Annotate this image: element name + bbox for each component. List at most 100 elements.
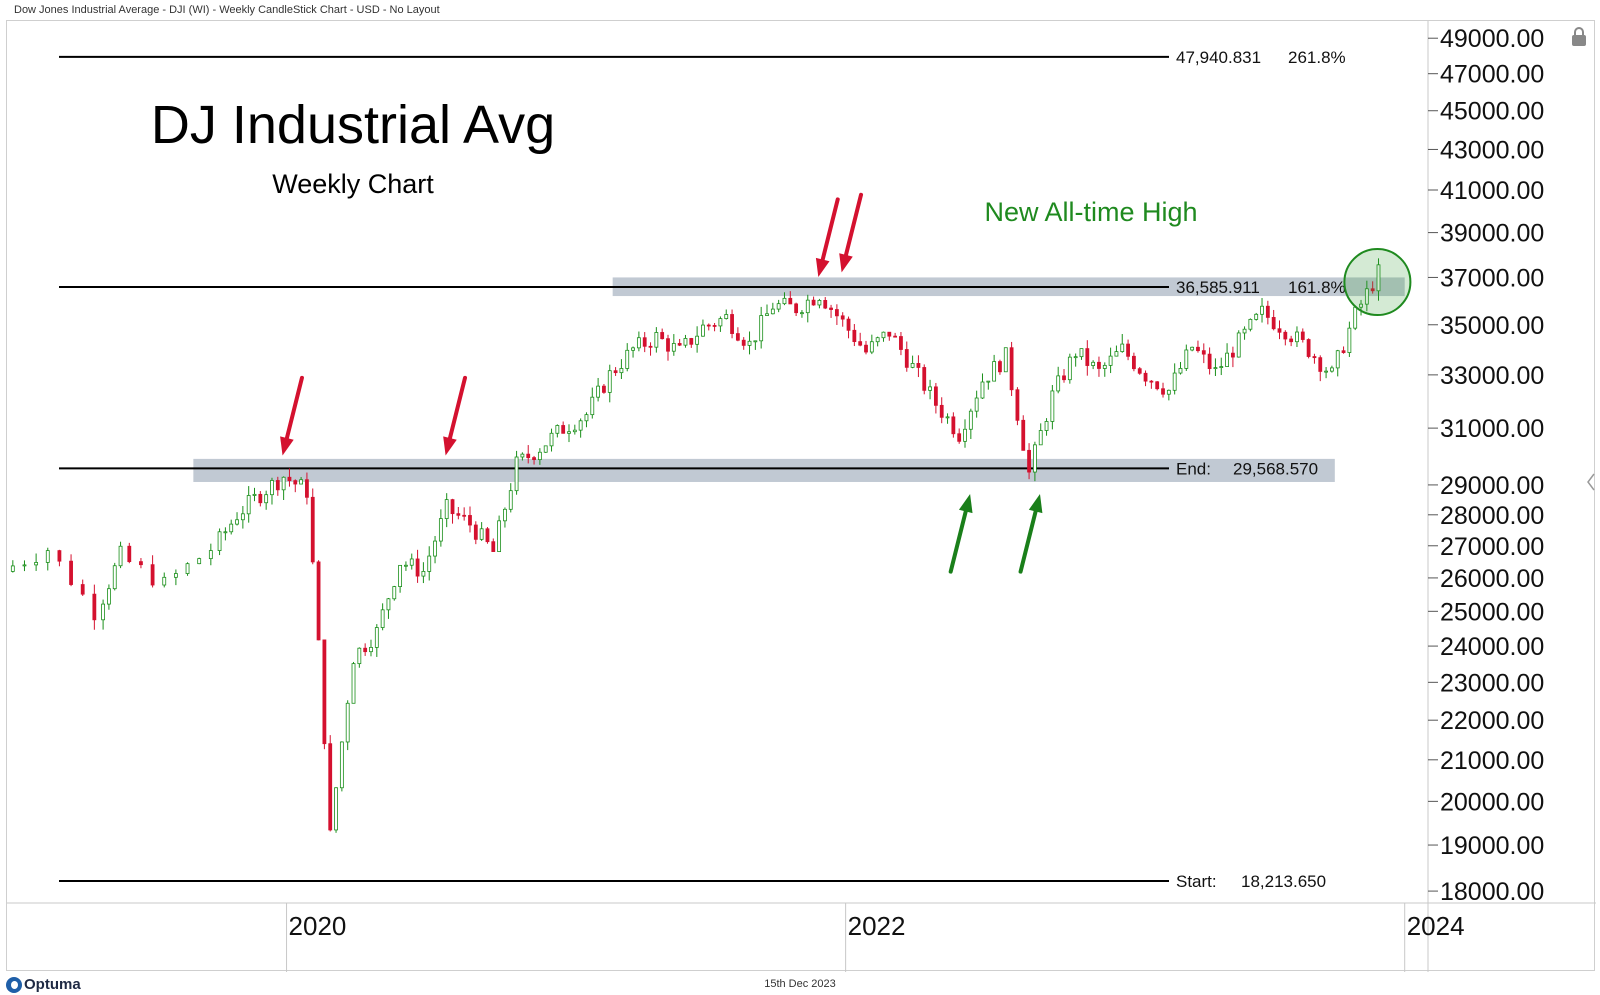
candle — [398, 564, 403, 593]
candle — [514, 450, 519, 495]
candle — [433, 535, 437, 564]
candle-body — [456, 513, 461, 516]
candle — [287, 468, 292, 487]
green-arrow-1-head — [1028, 493, 1043, 514]
candle-body — [963, 428, 967, 442]
candle-body — [328, 743, 333, 831]
candle-body — [1213, 367, 1218, 370]
candle-body — [607, 370, 612, 393]
level-label-start: Start: — [1176, 872, 1217, 891]
candle-body — [1155, 381, 1160, 390]
y-tick-label: 43000.00 — [1440, 136, 1544, 164]
candle — [1376, 258, 1381, 301]
candle-body — [770, 308, 775, 315]
candle-body — [945, 416, 950, 419]
y-tick-label: 21000.00 — [1440, 747, 1544, 775]
candle — [869, 334, 874, 355]
candle-body — [759, 315, 764, 342]
candle — [619, 359, 624, 380]
candle-body — [823, 300, 828, 309]
candlestick-chart[interactable]: 47,940.831 261.8% 36,585.911 161.8% End: 29,5… — [7, 21, 1596, 972]
candle — [1015, 387, 1020, 426]
candle — [1003, 347, 1008, 373]
candle-body — [922, 367, 927, 391]
candle-body — [794, 303, 799, 314]
candle — [1161, 382, 1165, 398]
candle — [875, 336, 880, 347]
candle — [1073, 353, 1078, 367]
y-tick-label: 41000.00 — [1440, 177, 1544, 205]
candle — [631, 346, 635, 358]
candle — [1131, 352, 1136, 372]
candle-body — [246, 495, 251, 515]
candle-body — [1044, 421, 1049, 431]
candle — [235, 512, 239, 526]
candle-body — [433, 540, 437, 557]
candle — [427, 546, 432, 581]
candle-body — [240, 513, 245, 521]
candle-body — [951, 416, 956, 435]
candle-body — [782, 297, 787, 305]
candle — [386, 597, 391, 619]
candle-body — [683, 338, 688, 346]
candle-body — [322, 639, 327, 745]
candle-body — [258, 493, 263, 504]
candle-body — [1300, 331, 1305, 340]
candle — [1219, 357, 1224, 376]
candle-body — [671, 343, 676, 352]
candle-body — [92, 593, 97, 621]
candle-body — [1062, 375, 1066, 381]
candle — [1347, 321, 1352, 357]
candle-body — [1347, 327, 1352, 353]
candle-body — [817, 300, 822, 306]
lock-icon[interactable] — [1569, 26, 1589, 48]
candle-body — [69, 560, 73, 585]
candle — [80, 579, 85, 596]
candle — [928, 379, 932, 400]
candle-body — [1219, 366, 1224, 368]
green-arrow-0-head — [958, 493, 973, 514]
candle-body — [1137, 368, 1142, 374]
candle — [270, 477, 274, 505]
candle — [281, 476, 286, 500]
candle-body — [1114, 351, 1119, 357]
candle-body — [636, 337, 641, 349]
candle — [1201, 343, 1206, 364]
chart-frame[interactable]: 47,940.831 261.8% 36,585.911 161.8% End: 29,5… — [6, 20, 1596, 972]
candle — [543, 445, 548, 453]
candle — [590, 387, 595, 419]
candle-body — [374, 627, 379, 648]
candle-body — [275, 480, 280, 491]
candle-body — [421, 571, 426, 577]
red-arrow-0-head — [280, 436, 294, 456]
y-tick-label: 37000.00 — [1440, 264, 1544, 292]
candle — [1166, 389, 1171, 401]
candle-body — [22, 564, 27, 567]
candle-body — [572, 429, 577, 433]
candle — [1184, 344, 1189, 371]
scroll-handle[interactable] — [1586, 470, 1596, 494]
candle-body — [974, 397, 979, 412]
candle-body — [380, 609, 385, 628]
candle-body — [735, 333, 740, 341]
candle-body — [543, 445, 548, 453]
candle-body — [1184, 349, 1189, 369]
level-pct-top: 261.8% — [1288, 48, 1346, 67]
candle — [526, 445, 531, 464]
candle — [951, 412, 956, 438]
candle — [695, 326, 700, 353]
candle — [299, 477, 304, 485]
candle-body — [150, 564, 155, 586]
candle — [834, 304, 839, 325]
candle-body — [520, 453, 525, 458]
candle — [607, 364, 612, 403]
candle-body — [701, 324, 705, 337]
candle — [1032, 441, 1037, 482]
y-tick-label: 35000.00 — [1440, 312, 1544, 340]
candle-body — [1376, 264, 1381, 292]
candle — [293, 479, 298, 493]
candle — [945, 413, 950, 424]
candle-body — [846, 318, 851, 331]
candle-body — [1306, 339, 1311, 357]
candle — [1137, 366, 1142, 375]
